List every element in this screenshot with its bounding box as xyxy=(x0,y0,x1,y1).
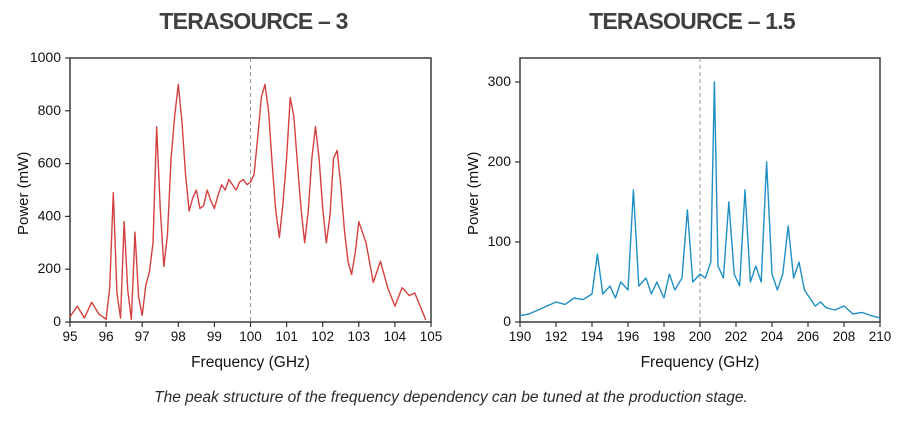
svg-text:102: 102 xyxy=(311,329,334,344)
svg-text:105: 105 xyxy=(420,329,443,344)
svg-text:100: 100 xyxy=(488,233,512,249)
svg-text:0: 0 xyxy=(503,313,511,329)
svg-text:194: 194 xyxy=(581,329,604,344)
svg-text:300: 300 xyxy=(488,73,512,89)
svg-text:98: 98 xyxy=(171,329,186,344)
svg-text:190: 190 xyxy=(509,329,532,344)
svg-text:200: 200 xyxy=(689,329,712,344)
svg-text:210: 210 xyxy=(869,329,892,344)
svg-text:208: 208 xyxy=(833,329,856,344)
svg-text:400: 400 xyxy=(38,207,62,223)
svg-text:192: 192 xyxy=(545,329,568,344)
svg-text:1000: 1000 xyxy=(30,49,61,65)
svg-text:200: 200 xyxy=(488,153,512,169)
svg-text:196: 196 xyxy=(617,329,640,344)
svg-text:100: 100 xyxy=(239,329,262,344)
svg-text:198: 198 xyxy=(653,329,676,344)
svg-text:600: 600 xyxy=(38,155,62,171)
svg-text:200: 200 xyxy=(38,260,62,276)
svg-text:95: 95 xyxy=(62,329,77,344)
svg-text:202: 202 xyxy=(725,329,748,344)
svg-text:97: 97 xyxy=(135,329,150,344)
svg-text:0: 0 xyxy=(53,313,61,329)
svg-text:206: 206 xyxy=(797,329,820,344)
svg-text:104: 104 xyxy=(384,329,407,344)
svg-text:96: 96 xyxy=(99,329,114,344)
svg-text:101: 101 xyxy=(275,329,298,344)
svg-text:800: 800 xyxy=(38,102,62,118)
svg-text:99: 99 xyxy=(207,329,222,344)
svg-text:103: 103 xyxy=(348,329,371,344)
svg-text:204: 204 xyxy=(761,329,784,344)
